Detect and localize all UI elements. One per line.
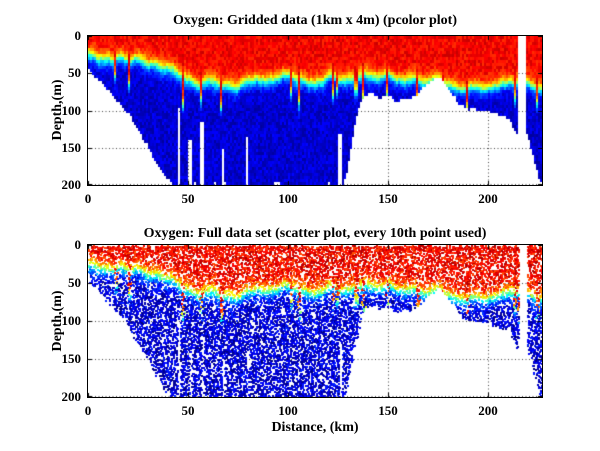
scatter-plot-title: Oxygen: Full data set (scatter plot, eve… [143, 226, 487, 241]
y-tick-label: 0 [74, 237, 82, 252]
y-tick-label: 100 [61, 313, 82, 328]
y-tick-label: 100 [61, 102, 82, 118]
x-tick-label: 50 [181, 191, 195, 206]
x-tick-label: 50 [181, 403, 195, 418]
y-tick-label: 200 [61, 389, 82, 404]
y-tick-label: 50 [68, 275, 81, 290]
x-tick-label: 0 [84, 191, 92, 206]
x-tick-label: 100 [278, 191, 298, 206]
x-tick-label: 0 [84, 403, 92, 418]
y-tick-label: 200 [61, 177, 82, 192]
scatter-plot-canvas [87, 244, 543, 398]
x-tick-label: 200 [478, 191, 498, 206]
pcolor-plot-title: Oxygen: Gridded data (1km x 4m) (pcolor … [172, 13, 458, 28]
x-tick-label: 100 [278, 403, 298, 418]
y-tick-label: 150 [61, 351, 82, 366]
x-tick-label: 150 [378, 403, 398, 418]
x-tick-label: 150 [378, 191, 398, 206]
pcolor-plot-canvas [87, 35, 543, 186]
x-axis-label: Distance, (km) [271, 420, 359, 435]
y-tick-label: 0 [74, 28, 82, 43]
x-tick-label: 200 [478, 403, 498, 418]
y-tick-label: 50 [68, 65, 81, 81]
y-tick-label: 150 [61, 139, 82, 155]
